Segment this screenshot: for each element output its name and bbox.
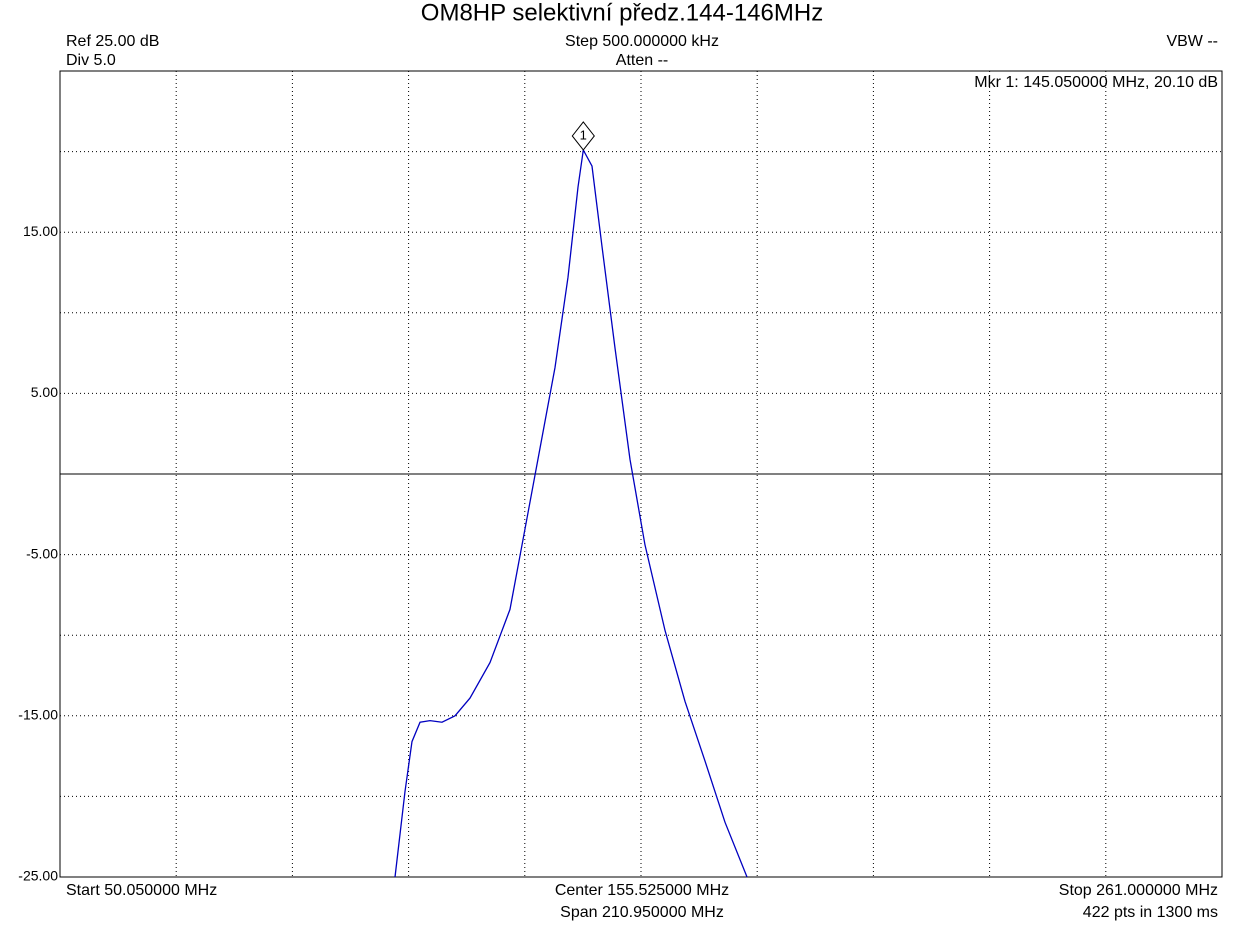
y-tick-label: -5.00 <box>26 545 58 561</box>
vbw: VBW -- <box>1166 33 1218 50</box>
attenuation: Atten -- <box>616 52 668 69</box>
y-tick-label: 15.00 <box>23 223 58 239</box>
stop-freq: Stop 261.000000 MHz <box>1059 882 1218 899</box>
sweep-info: 422 pts in 1300 ms <box>1083 904 1218 921</box>
marker <box>571 121 595 151</box>
marker-readout: Mkr 1: 145.050000 MHz, 20.10 dB <box>974 74 1218 91</box>
plot-frame <box>59 70 1223 878</box>
trace <box>394 147 748 878</box>
division: Div 5.0 <box>66 52 116 69</box>
chart-title: OM8HP selektivní předz.144-146MHz <box>421 0 823 26</box>
step: Step 500.000000 kHz <box>565 33 719 50</box>
y-tick-label: -15.00 <box>18 707 58 723</box>
span: Span 210.950000 MHz <box>560 904 724 921</box>
marker-label: 1 <box>580 127 587 142</box>
start-freq: Start 50.050000 MHz <box>66 882 217 899</box>
y-tick-label: 5.00 <box>31 384 58 400</box>
y-tick-label: -25.00 <box>18 868 58 884</box>
ref-level: Ref 25.00 dB <box>66 33 159 50</box>
center-freq: Center 155.525000 MHz <box>555 882 729 899</box>
